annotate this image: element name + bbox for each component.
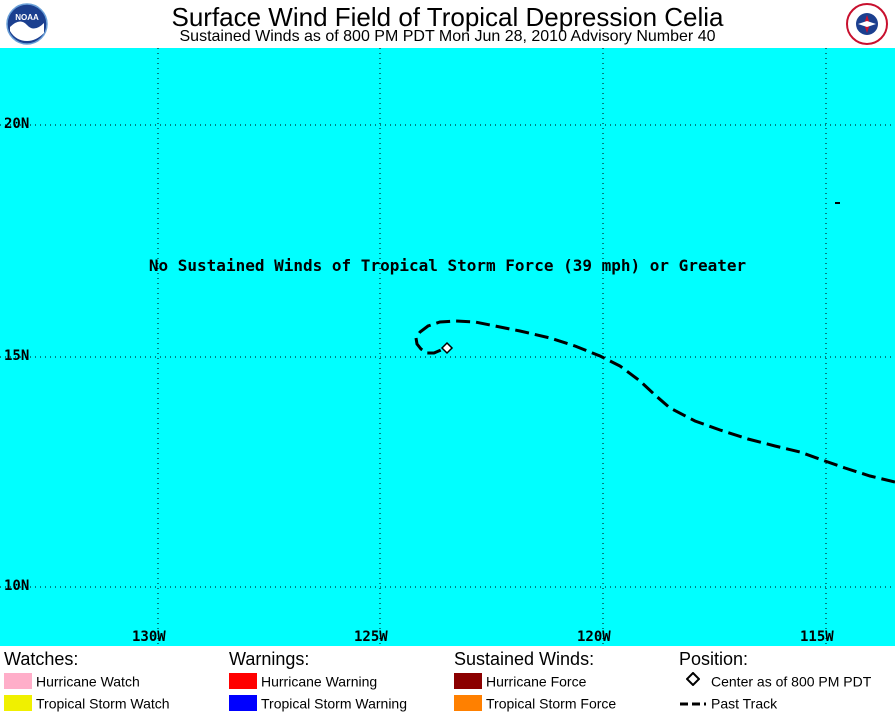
svg-text:NOAA: NOAA bbox=[15, 13, 39, 22]
legend-heading-winds: Sustained Winds: bbox=[454, 649, 595, 669]
lon-label-130w: 130W bbox=[132, 629, 166, 645]
lat-label-15n: 15N bbox=[4, 348, 30, 364]
tropical-storm-force-swatch bbox=[454, 695, 482, 712]
nws-logo bbox=[846, 3, 888, 45]
noaa-logo: NOAA bbox=[6, 3, 48, 45]
map-subtitle: Sustained Winds as of 800 PM PDT Mon Jun… bbox=[179, 28, 716, 45]
past-track-line bbox=[414, 319, 895, 484]
legend-sustained-winds: Sustained Winds: bbox=[454, 649, 594, 669]
legend-position: Position: bbox=[679, 649, 748, 669]
legend-item-past-track: Past Track bbox=[679, 693, 777, 711]
hurricane-warning-swatch bbox=[229, 673, 257, 690]
lat-lon-grid bbox=[0, 48, 895, 646]
lon-label-115w: 115W bbox=[800, 629, 834, 645]
wind-field-map: No Sustained Winds of Tropical Storm For… bbox=[0, 48, 895, 646]
legend-label: Center as of 800 PM PDT bbox=[711, 673, 872, 690]
lon-label-125w: 125W bbox=[354, 629, 388, 645]
legend-label: Hurricane Warning bbox=[261, 673, 378, 690]
lat-label-10n: 10N bbox=[4, 578, 30, 594]
legend-heading-watches: Watches: bbox=[4, 649, 79, 669]
lon-label-120w: 120W bbox=[577, 629, 611, 645]
tropical-storm-warning-swatch bbox=[229, 695, 257, 712]
diamond-icon bbox=[679, 671, 707, 690]
legend-warnings: Warnings: bbox=[229, 649, 309, 669]
map-canvas bbox=[0, 48, 895, 646]
legend-item-hurricane-warning: Hurricane Warning bbox=[229, 671, 378, 690]
tropical-storm-watch-swatch bbox=[4, 695, 32, 712]
map-title: Surface Wind Field of Tropical Depressio… bbox=[171, 2, 724, 32]
header: NOAA Surface Wind Field of Tropical Depr… bbox=[0, 0, 895, 48]
legend-heading-warnings: Warnings: bbox=[229, 649, 310, 669]
hurricane-force-swatch bbox=[454, 673, 482, 690]
legend-item-tropical-storm-watch: Tropical Storm Watch bbox=[4, 693, 170, 712]
no-tropical-storm-winds-message: No Sustained Winds of Tropical Storm For… bbox=[148, 256, 747, 275]
legend-watches: Watches: bbox=[4, 649, 78, 669]
legend-item-hurricane-force: Hurricane Force bbox=[454, 671, 587, 690]
legend-label: Hurricane Watch bbox=[36, 673, 140, 690]
legend-item-hurricane-watch: Hurricane Watch bbox=[4, 671, 140, 690]
legend-item-center: Center as of 800 PM PDT bbox=[679, 671, 871, 689]
lat-label-20n: 20N bbox=[4, 116, 30, 132]
legend-item-tropical-storm-warning: Tropical Storm Warning bbox=[229, 693, 408, 712]
legend-label: Tropical Storm Force bbox=[486, 695, 617, 712]
hurricane-watch-swatch bbox=[4, 673, 32, 690]
legend-heading-position: Position: bbox=[679, 649, 749, 669]
legend-label: Hurricane Force bbox=[486, 673, 587, 690]
dashed-line-icon bbox=[679, 694, 707, 712]
legend-label: Tropical Storm Warning bbox=[261, 695, 408, 712]
legend: Watches: Hurricane Watch Tropical Storm … bbox=[0, 646, 895, 716]
legend-label: Tropical Storm Watch bbox=[36, 695, 170, 712]
storm-center-marker bbox=[440, 341, 454, 355]
legend-label: Past Track bbox=[711, 695, 778, 712]
legend-item-tropical-storm-force: Tropical Storm Force bbox=[454, 693, 617, 712]
